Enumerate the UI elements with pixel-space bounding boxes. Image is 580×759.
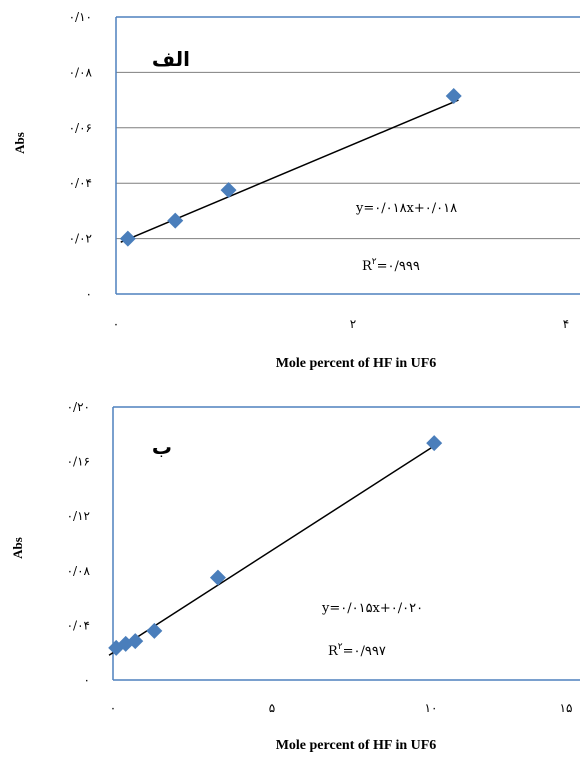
chart-2-r-squared: R۲=۰/۹۹۷ xyxy=(328,642,386,659)
chart-1-panel-label: الف xyxy=(152,47,190,71)
chart-2-data-point xyxy=(209,569,226,586)
chart-1-y-tick-label: ۰/۱۰ xyxy=(69,10,92,24)
chart-2-data-point xyxy=(127,633,144,650)
chart-2-x-tick-label: ۱۰ xyxy=(425,701,438,715)
chart-2-y-tick-label: ۰/۱۲ xyxy=(67,509,90,523)
chart-1-data-point xyxy=(167,212,184,229)
chart-1-data-point xyxy=(445,87,462,104)
chart-2-x-tick-label: ۵ xyxy=(269,701,275,715)
chart-2-y-tick-label: ۰/۲۰ xyxy=(67,400,90,414)
chart-2-y-ticks: ۰ ۰/۰۴ ۰/۰۸ ۰/۱۲ ۰/۱۶ ۰/۲۰ xyxy=(67,400,91,687)
chart-2-trendline-group xyxy=(108,442,440,656)
chart-1-y-tick-label: ۰/۰۴ xyxy=(69,176,92,190)
chart-1-x-tick-label: ۴ xyxy=(563,317,569,331)
chart-2-x-tick-label: ۰ xyxy=(110,701,116,715)
chart-1-points xyxy=(119,87,462,247)
chart-1-x-tick-label: ۰ xyxy=(113,317,119,331)
chart-1-y-axis-label: Abs xyxy=(12,132,27,154)
chart-2-equation: y=۰/۰۱۵x+۰/۰۲۰ xyxy=(321,601,423,616)
chart-1-x-tick-label: ۲ xyxy=(350,317,356,331)
chart-1-r-squared-exponent: ۲ xyxy=(372,257,377,267)
chart-1-r-squared-prefix: R xyxy=(362,259,373,274)
chart-2-r-squared-prefix: R xyxy=(328,644,339,659)
chart-1-y-tick-label: ۰/۰۸ xyxy=(69,65,93,79)
chart-1-y-tick-label: ۰/۰۶ xyxy=(69,121,92,135)
chart-2-y-tick-label: ۰/۱۶ xyxy=(67,455,90,469)
chart-2-y-tick-label: ۰ xyxy=(84,673,90,687)
chart-1-y-tick-label: ۰/۰۲ xyxy=(69,232,92,246)
chart-2-x-axis-label: Mole percent of HF in UF6 xyxy=(276,738,437,753)
chart-1-data-point xyxy=(220,182,237,199)
chart-2-r-squared-value: =۰/۹۹۷ xyxy=(343,644,386,659)
chart-2-y-tick-label: ۰/۰۸ xyxy=(67,564,91,578)
chart-1-r-squared-value: =۰/۹۹۹ xyxy=(377,259,420,274)
chart-2-trendline xyxy=(108,442,440,656)
chart-1-y-ticks: ۰ ۰/۰۲ ۰/۰۴ ۰/۰۶ ۰/۰۸ ۰/۱۰ xyxy=(69,10,93,301)
chart-2-y-axis-label: Abs xyxy=(10,537,25,559)
chart-1-x-ticks: ۰ ۲ ۴ xyxy=(113,317,569,331)
chart-1-data-point xyxy=(119,230,136,247)
chart-1-y-tick-label: ۰ xyxy=(86,287,92,301)
chart-1-equation: y=۰/۰۱۸x+۰/۰۱۸ xyxy=(355,201,457,216)
chart-2-data-point xyxy=(426,435,443,452)
chart-1-x-axis-label: Mole percent of HF in UF6 xyxy=(276,356,437,371)
chart-2-panel-label: ب xyxy=(152,435,172,459)
chart-1-r-squared: R۲=۰/۹۹۹ xyxy=(362,257,420,274)
chart-2-plot-area xyxy=(112,406,580,681)
chart-1: ۰ ۰/۰۲ ۰/۰۴ ۰/۰۶ ۰/۰۸ ۰/۱۰ ۰ ۲ ۴ الف y=۰/۰۱۸x+۰… xyxy=(12,10,580,371)
chart-2: ۰ ۰/۰۴ ۰/۰۸ ۰/۱۲ ۰/۱۶ ۰/۲۰ ۰ ۵ ۱۰ ۱۵ ب y=۰/۰۱۵x+… xyxy=(10,400,580,753)
chart-2-points xyxy=(108,435,443,656)
chart-2-r-squared-exponent: ۲ xyxy=(338,642,343,652)
chart-2-x-tick-label: ۱۵ xyxy=(560,701,573,715)
chart-2-data-point xyxy=(146,622,163,639)
chart-1-plot-area xyxy=(115,16,580,295)
chart-2-y-tick-label: ۰/۰۴ xyxy=(67,618,90,632)
chart-2-x-ticks: ۰ ۵ ۱۰ ۱۵ xyxy=(110,701,573,715)
